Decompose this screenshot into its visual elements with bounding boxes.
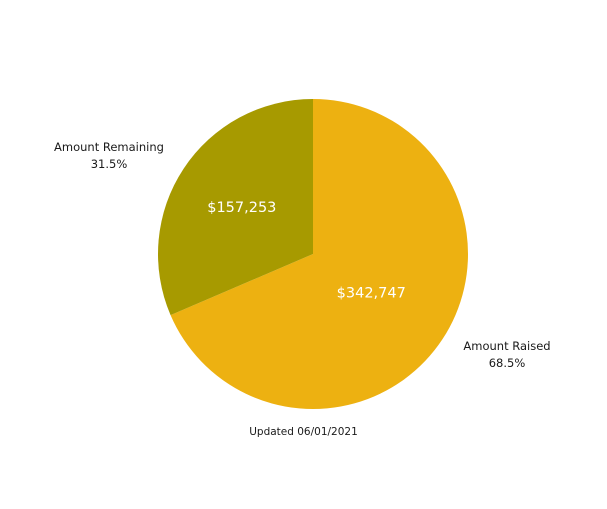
slice-value-label: $157,253: [207, 200, 276, 216]
pie-slice-amount-raised: [170, 99, 468, 410]
slice-percent-label: 31.5%: [91, 157, 128, 171]
pie-slices: [158, 99, 468, 410]
updated-footnote: Updated 06/01/2021: [249, 426, 358, 438]
slice-name-label: Amount Raised: [463, 339, 550, 353]
slice-percent-label: 68.5%: [489, 356, 526, 370]
pie-labels: $342,747 Amount Raised 68.5% $157,253 Amount…: [54, 140, 551, 370]
pie-slice-amount-remaining: [158, 99, 313, 316]
slice-value-label: $342,747: [337, 285, 406, 301]
slice-name-label: Amount Remaining: [54, 140, 164, 154]
